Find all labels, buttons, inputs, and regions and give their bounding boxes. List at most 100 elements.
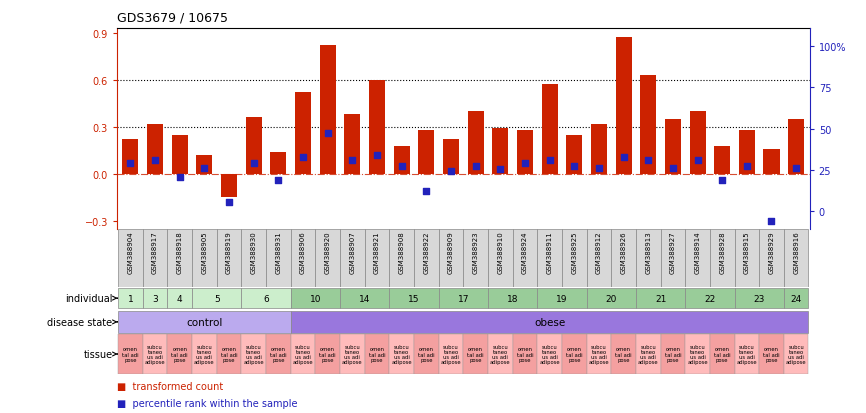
Text: subcu
taneo
us adi
adipose: subcu taneo us adi adipose [441, 344, 462, 364]
Bar [118, 311, 291, 333]
Bar [270, 152, 287, 174]
Text: GSM388916: GSM388916 [793, 231, 799, 273]
Bar [192, 229, 216, 287]
Bar [390, 288, 439, 309]
Bar [414, 335, 439, 374]
Bar [685, 288, 734, 309]
Bar [266, 335, 291, 374]
Text: 14: 14 [359, 294, 371, 303]
Bar [734, 229, 759, 287]
Bar [636, 288, 685, 309]
Point [296, 154, 310, 161]
Text: control: control [186, 317, 223, 327]
Bar [562, 229, 586, 287]
Bar [586, 229, 611, 287]
Bar [513, 335, 537, 374]
Text: omen
tal adi
pose: omen tal adi pose [221, 347, 237, 362]
Text: 15: 15 [408, 294, 420, 303]
Bar [764, 150, 779, 174]
Point [789, 165, 803, 171]
Bar [345, 115, 360, 174]
Text: subcu
taneo
us adi
adipose: subcu taneo us adi adipose [391, 344, 412, 364]
Point [592, 165, 606, 171]
Bar [488, 335, 513, 374]
Text: GSM388905: GSM388905 [202, 231, 208, 273]
Text: subcu
taneo
us adi
adipose: subcu taneo us adi adipose [293, 344, 313, 364]
Point [518, 160, 532, 167]
Text: GSM388910: GSM388910 [497, 231, 503, 273]
Bar [167, 288, 192, 309]
Text: omen
tal adi
pose: omen tal adi pose [714, 347, 731, 362]
Bar [734, 335, 759, 374]
Bar [661, 229, 685, 287]
Text: GSM388929: GSM388929 [768, 231, 774, 273]
Bar [759, 335, 784, 374]
Bar [463, 229, 488, 287]
Bar [665, 120, 681, 174]
Text: GSM388920: GSM388920 [325, 231, 331, 273]
Bar [710, 335, 734, 374]
Bar [739, 131, 755, 174]
Bar [394, 146, 410, 174]
Bar [118, 335, 143, 374]
Bar [537, 229, 562, 287]
Bar [439, 335, 463, 374]
Bar [320, 46, 336, 174]
Bar [636, 229, 661, 287]
Text: GSM388918: GSM388918 [177, 231, 183, 273]
Bar [242, 229, 266, 287]
Text: omen
tal adi
pose: omen tal adi pose [615, 347, 632, 362]
Bar [167, 335, 192, 374]
Bar [541, 85, 558, 174]
Bar [390, 335, 414, 374]
Bar [295, 93, 311, 174]
Bar [216, 229, 242, 287]
Text: subcu
taneo
us adi
adipose: subcu taneo us adi adipose [540, 344, 560, 364]
Text: subcu
taneo
us adi
adipose: subcu taneo us adi adipose [785, 344, 806, 364]
Text: omen
tal adi
pose: omen tal adi pose [566, 347, 583, 362]
Text: GSM388925: GSM388925 [572, 231, 578, 273]
Bar [246, 118, 262, 174]
Text: individual: individual [65, 293, 113, 304]
Text: 4: 4 [177, 294, 183, 303]
Text: GSM388922: GSM388922 [423, 231, 430, 273]
Text: omen
tal adi
pose: omen tal adi pose [468, 347, 484, 362]
Bar [291, 229, 315, 287]
Text: GSM388906: GSM388906 [300, 231, 306, 273]
Text: GDS3679 / 10675: GDS3679 / 10675 [117, 12, 228, 25]
Point [346, 157, 359, 164]
Point [642, 157, 656, 164]
Bar [586, 335, 611, 374]
Bar [369, 81, 385, 174]
Bar [171, 135, 188, 174]
Text: subcu
taneo
us adi
adipose: subcu taneo us adi adipose [194, 344, 215, 364]
Text: subcu
taneo
us adi
adipose: subcu taneo us adi adipose [589, 344, 609, 364]
Text: GSM388914: GSM388914 [695, 231, 701, 273]
Text: 19: 19 [556, 294, 568, 303]
Text: 5: 5 [214, 294, 220, 303]
Bar [443, 140, 459, 174]
Text: subcu
taneo
us adi
adipose: subcu taneo us adi adipose [688, 344, 708, 364]
Bar [118, 288, 143, 309]
Text: GSM388915: GSM388915 [744, 231, 750, 273]
Bar [488, 288, 537, 309]
Bar [611, 229, 636, 287]
Text: subcu
taneo
us adi
adipose: subcu taneo us adi adipose [490, 344, 511, 364]
Bar [566, 135, 582, 174]
Text: omen
tal adi
pose: omen tal adi pose [270, 347, 287, 362]
Point [494, 166, 507, 173]
Text: GSM388904: GSM388904 [127, 231, 133, 273]
Bar [390, 229, 414, 287]
Text: 10: 10 [310, 294, 321, 303]
Bar [192, 288, 242, 309]
Bar [714, 146, 730, 174]
Point [469, 163, 482, 170]
Text: omen
tal adi
pose: omen tal adi pose [664, 347, 682, 362]
Point [666, 165, 680, 171]
Point [223, 199, 236, 206]
Bar [221, 174, 237, 198]
Text: GSM388927: GSM388927 [670, 231, 675, 273]
Bar [414, 229, 439, 287]
Bar [640, 76, 656, 174]
Bar [418, 131, 435, 174]
